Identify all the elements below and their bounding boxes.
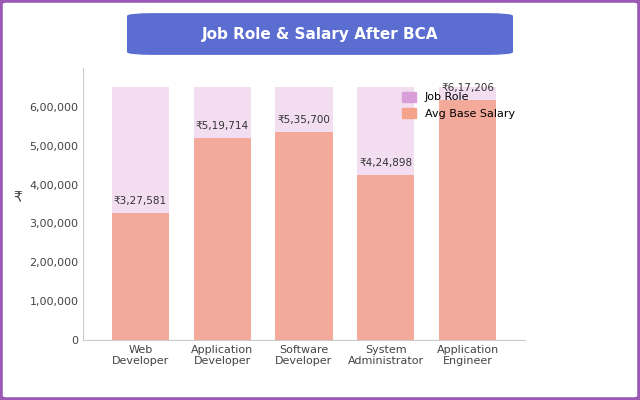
Legend: Job Role, Avg Base Salary: Job Role, Avg Base Salary (398, 87, 519, 123)
Bar (439, 100, 496, 340)
Bar (275, 132, 333, 340)
Bar (439, 88, 496, 340)
Bar (194, 88, 251, 340)
FancyBboxPatch shape (127, 13, 513, 55)
Bar (357, 175, 415, 340)
Text: ₹6,17,206: ₹6,17,206 (441, 83, 494, 93)
Y-axis label: ₹: ₹ (13, 190, 22, 204)
Bar (194, 138, 251, 340)
Text: ₹5,35,700: ₹5,35,700 (278, 115, 330, 125)
Text: ₹3,27,581: ₹3,27,581 (114, 196, 167, 206)
Bar (112, 213, 169, 340)
Bar (112, 88, 169, 340)
Text: Job Role & Salary After BCA: Job Role & Salary After BCA (202, 26, 438, 42)
Text: ₹4,24,898: ₹4,24,898 (359, 158, 412, 168)
Bar (275, 88, 333, 340)
Text: ₹5,19,714: ₹5,19,714 (196, 121, 249, 131)
Bar (357, 88, 415, 340)
